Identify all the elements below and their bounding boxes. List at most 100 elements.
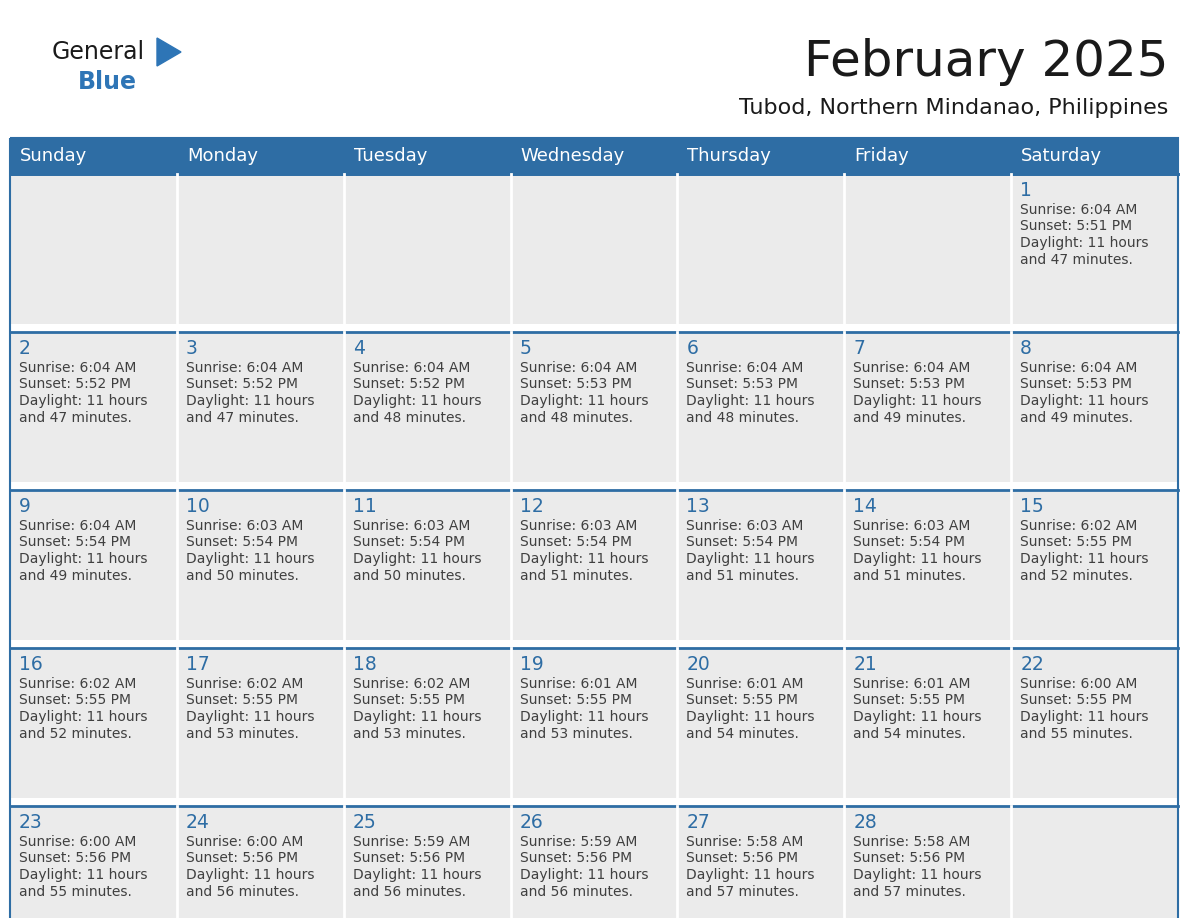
Text: Daylight: 11 hours: Daylight: 11 hours [519, 394, 649, 408]
Bar [845, 490, 1011, 640]
Text: 10: 10 [185, 497, 209, 516]
Text: and 51 minutes.: and 51 minutes. [519, 568, 632, 583]
Bar [677, 332, 845, 482]
Text: Sunrise: 6:04 AM: Sunrise: 6:04 AM [353, 361, 470, 375]
Text: Daylight: 11 hours: Daylight: 11 hours [19, 868, 147, 882]
Text: Sunrise: 6:00 AM: Sunrise: 6:00 AM [185, 835, 303, 849]
Text: 1: 1 [1020, 181, 1032, 199]
Text: Daylight: 11 hours: Daylight: 11 hours [353, 552, 481, 566]
Text: Tubod, Northern Mindanao, Philippines: Tubod, Northern Mindanao, Philippines [739, 98, 1168, 118]
Text: Sunset: 5:56 PM: Sunset: 5:56 PM [185, 852, 298, 866]
Text: Sunset: 5:53 PM: Sunset: 5:53 PM [853, 377, 966, 391]
Text: Sunrise: 6:04 AM: Sunrise: 6:04 AM [519, 361, 637, 375]
Bar [177, 806, 343, 918]
Text: Daylight: 11 hours: Daylight: 11 hours [853, 552, 981, 566]
Text: Sunrise: 6:04 AM: Sunrise: 6:04 AM [1020, 361, 1138, 375]
Text: Sunrise: 5:59 AM: Sunrise: 5:59 AM [353, 835, 470, 849]
Text: Daylight: 11 hours: Daylight: 11 hours [353, 868, 481, 882]
Bar [10, 490, 177, 640]
Text: Sunset: 5:56 PM: Sunset: 5:56 PM [687, 852, 798, 866]
Text: Sunrise: 6:04 AM: Sunrise: 6:04 AM [1020, 203, 1138, 217]
Bar [177, 648, 343, 798]
Text: Sunset: 5:56 PM: Sunset: 5:56 PM [19, 852, 131, 866]
Text: 16: 16 [19, 655, 43, 674]
Text: Friday: Friday [854, 147, 909, 165]
Text: Sunday: Sunday [20, 147, 87, 165]
Text: Sunrise: 6:02 AM: Sunrise: 6:02 AM [185, 677, 303, 691]
Text: Sunrise: 6:04 AM: Sunrise: 6:04 AM [687, 361, 804, 375]
Bar [677, 490, 845, 640]
Text: 27: 27 [687, 812, 710, 832]
Text: 13: 13 [687, 497, 710, 516]
Bar [677, 648, 845, 798]
Bar [10, 174, 177, 324]
Text: Sunset: 5:55 PM: Sunset: 5:55 PM [687, 693, 798, 708]
Bar [177, 332, 343, 482]
Bar [511, 138, 677, 174]
Bar [1011, 806, 1178, 918]
Text: Daylight: 11 hours: Daylight: 11 hours [1020, 552, 1149, 566]
Text: and 53 minutes.: and 53 minutes. [185, 726, 298, 741]
Text: and 52 minutes.: and 52 minutes. [1020, 568, 1133, 583]
Text: Sunset: 5:54 PM: Sunset: 5:54 PM [853, 535, 966, 550]
Text: Sunrise: 6:01 AM: Sunrise: 6:01 AM [519, 677, 637, 691]
Bar [343, 806, 511, 918]
Text: Sunset: 5:52 PM: Sunset: 5:52 PM [185, 377, 298, 391]
Text: February 2025: February 2025 [803, 38, 1168, 86]
Text: Sunrise: 6:03 AM: Sunrise: 6:03 AM [185, 519, 303, 533]
Text: Sunset: 5:55 PM: Sunset: 5:55 PM [353, 693, 465, 708]
Bar [10, 806, 177, 918]
Bar [10, 138, 177, 174]
Text: 6: 6 [687, 339, 699, 357]
Text: Sunrise: 6:04 AM: Sunrise: 6:04 AM [853, 361, 971, 375]
Bar [10, 138, 1178, 918]
Text: and 48 minutes.: and 48 minutes. [353, 410, 466, 424]
Text: Daylight: 11 hours: Daylight: 11 hours [687, 394, 815, 408]
Bar [10, 640, 1178, 648]
Text: Daylight: 11 hours: Daylight: 11 hours [353, 394, 481, 408]
Text: Sunset: 5:54 PM: Sunset: 5:54 PM [519, 535, 632, 550]
Text: Sunset: 5:54 PM: Sunset: 5:54 PM [353, 535, 465, 550]
Text: 24: 24 [185, 812, 210, 832]
Text: Daylight: 11 hours: Daylight: 11 hours [19, 394, 147, 408]
Text: Sunset: 5:55 PM: Sunset: 5:55 PM [853, 693, 966, 708]
Text: 28: 28 [853, 812, 877, 832]
Bar [845, 806, 1011, 918]
Text: and 47 minutes.: and 47 minutes. [19, 410, 132, 424]
Text: 18: 18 [353, 655, 377, 674]
Text: and 53 minutes.: and 53 minutes. [519, 726, 632, 741]
Text: Sunset: 5:52 PM: Sunset: 5:52 PM [19, 377, 131, 391]
Text: Sunrise: 6:04 AM: Sunrise: 6:04 AM [19, 519, 137, 533]
Text: 4: 4 [353, 339, 365, 357]
Text: 5: 5 [519, 339, 531, 357]
Bar [677, 806, 845, 918]
Text: Sunset: 5:55 PM: Sunset: 5:55 PM [185, 693, 298, 708]
Polygon shape [157, 38, 181, 66]
Text: and 57 minutes.: and 57 minutes. [687, 885, 800, 899]
Bar [10, 332, 177, 482]
Text: Daylight: 11 hours: Daylight: 11 hours [519, 710, 649, 724]
Text: Sunset: 5:53 PM: Sunset: 5:53 PM [519, 377, 632, 391]
Text: and 50 minutes.: and 50 minutes. [185, 568, 298, 583]
Text: 20: 20 [687, 655, 710, 674]
Bar [677, 174, 845, 324]
Text: Sunrise: 6:02 AM: Sunrise: 6:02 AM [19, 677, 137, 691]
Text: and 56 minutes.: and 56 minutes. [353, 885, 466, 899]
Text: Daylight: 11 hours: Daylight: 11 hours [687, 868, 815, 882]
Text: Daylight: 11 hours: Daylight: 11 hours [185, 552, 315, 566]
Text: 17: 17 [185, 655, 209, 674]
Text: 3: 3 [185, 339, 197, 357]
Text: Sunrise: 6:04 AM: Sunrise: 6:04 AM [185, 361, 303, 375]
Text: Daylight: 11 hours: Daylight: 11 hours [1020, 236, 1149, 250]
Text: Sunset: 5:53 PM: Sunset: 5:53 PM [687, 377, 798, 391]
Text: Daylight: 11 hours: Daylight: 11 hours [1020, 710, 1149, 724]
Bar [10, 648, 177, 798]
Text: and 57 minutes.: and 57 minutes. [853, 885, 966, 899]
Text: and 55 minutes.: and 55 minutes. [1020, 726, 1133, 741]
Text: 21: 21 [853, 655, 877, 674]
Text: Sunrise: 6:00 AM: Sunrise: 6:00 AM [19, 835, 137, 849]
Text: and 51 minutes.: and 51 minutes. [687, 568, 800, 583]
Text: Sunrise: 6:03 AM: Sunrise: 6:03 AM [519, 519, 637, 533]
Text: 12: 12 [519, 497, 543, 516]
Text: 9: 9 [19, 497, 31, 516]
